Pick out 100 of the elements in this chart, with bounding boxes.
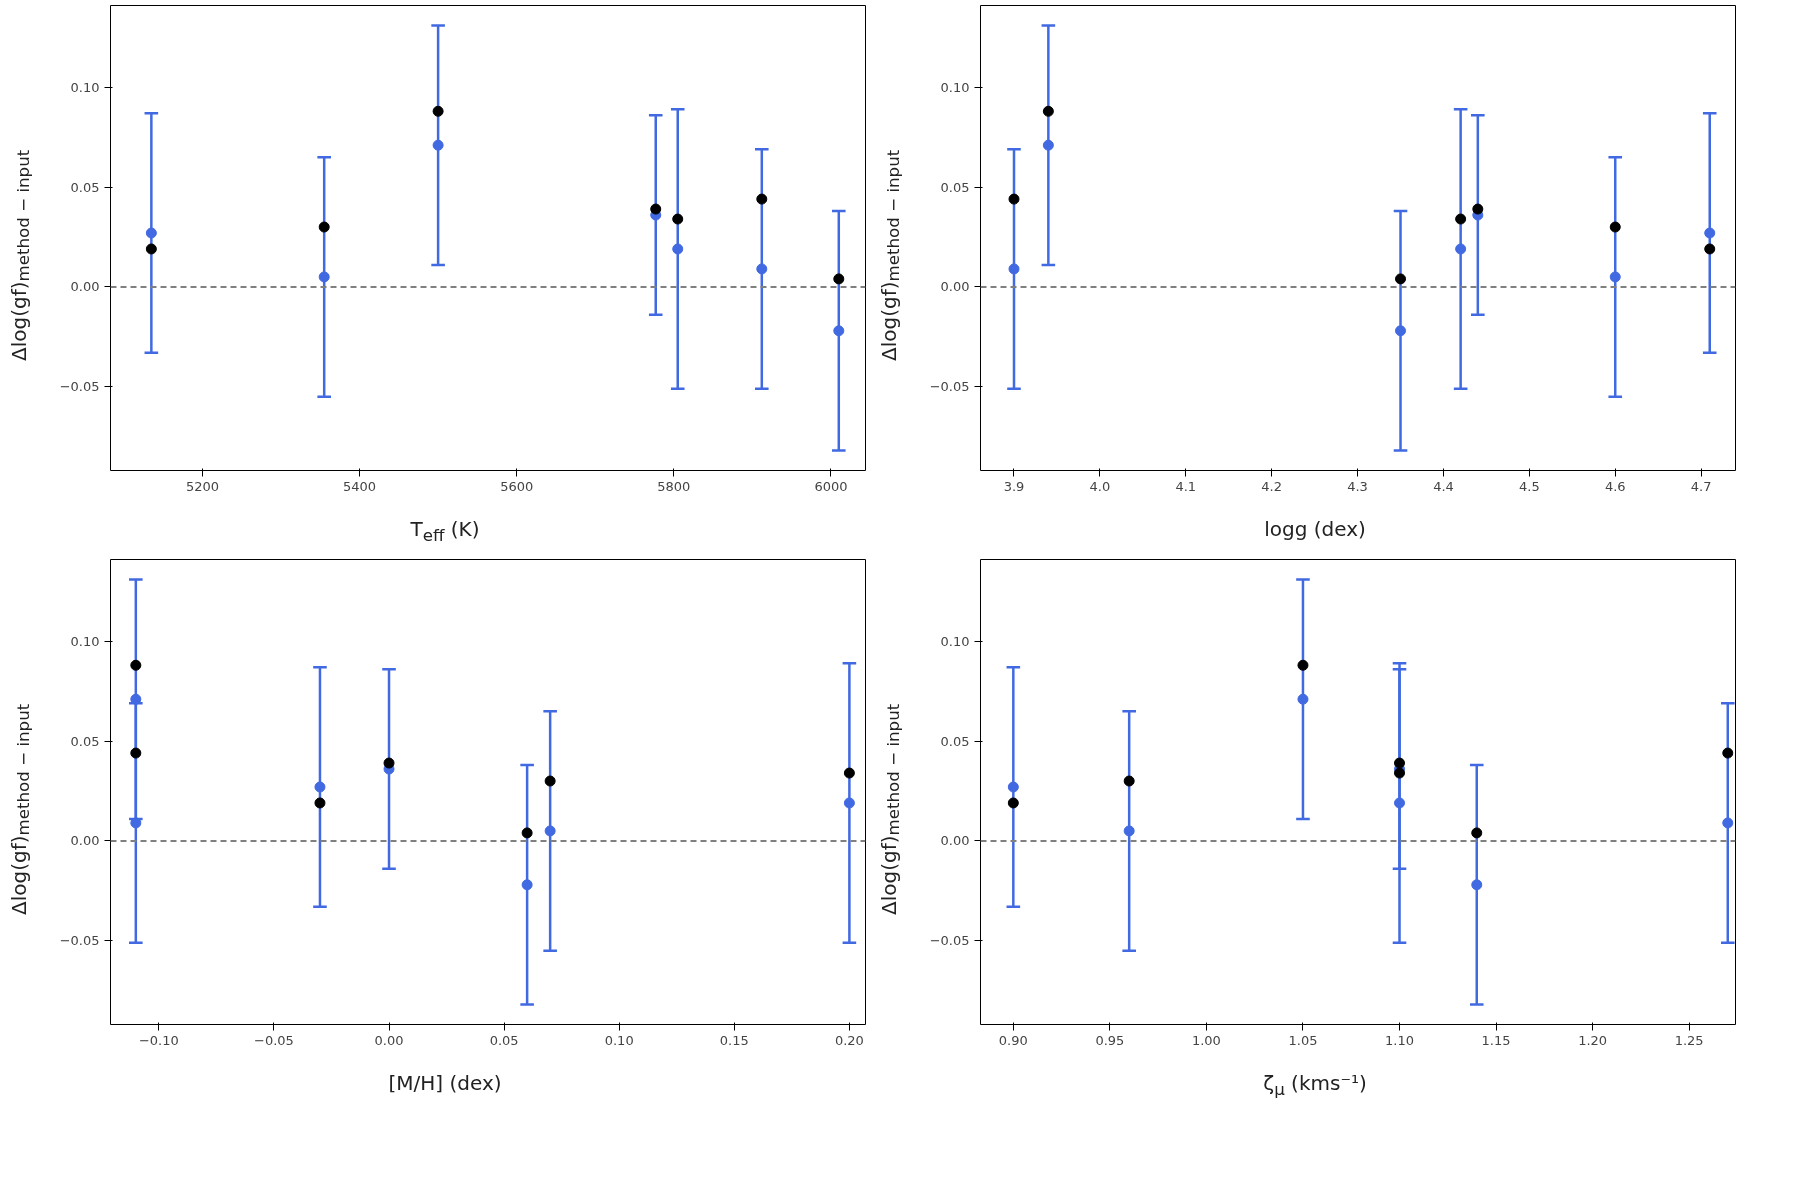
x-tick-label: 4.1 <box>1175 478 1197 494</box>
point <box>1394 757 1406 769</box>
y-tick-label: 0.10 <box>70 79 100 95</box>
point <box>314 781 326 793</box>
y-tick-label: 0.10 <box>940 79 970 95</box>
point <box>1123 825 1135 837</box>
point <box>833 273 845 285</box>
x-tick-label: 1.05 <box>1288 1032 1318 1048</box>
x-tick-label: 0.90 <box>998 1032 1028 1048</box>
x-tick-label: 1.10 <box>1385 1032 1414 1048</box>
point <box>383 757 395 769</box>
x-tick-label: 4.4 <box>1433 478 1454 494</box>
x-tick-label: 0.20 <box>834 1032 864 1048</box>
point <box>650 203 662 215</box>
point <box>1042 105 1054 117</box>
point <box>1609 271 1621 283</box>
point <box>130 747 142 759</box>
x-axis-title: ζ$_{μ}$ (kms⁻¹) <box>1263 1071 1367 1099</box>
y-tick-label: −0.05 <box>59 379 100 395</box>
point <box>130 693 142 705</box>
point <box>1471 827 1483 839</box>
x-tick-label: 5600 <box>500 478 534 494</box>
y-tick-label: −0.05 <box>929 379 970 395</box>
point <box>145 243 157 255</box>
x-tick-label: 4.5 <box>1519 478 1540 494</box>
y-tick-label: 0.00 <box>940 279 970 295</box>
point <box>756 193 768 205</box>
y-tick-label: 0.10 <box>940 633 970 649</box>
point <box>318 221 330 233</box>
point <box>1722 747 1734 759</box>
point <box>145 227 157 239</box>
y-tick-label: 0.05 <box>70 733 100 749</box>
point <box>1395 273 1407 285</box>
point <box>843 797 855 809</box>
x-tick-label: 1.15 <box>1481 1032 1511 1048</box>
point <box>1042 139 1054 151</box>
point <box>843 767 855 779</box>
point <box>1008 193 1020 205</box>
y-tick-label: 0.05 <box>940 179 970 195</box>
x-tick-label: 1.00 <box>1191 1032 1221 1048</box>
point <box>1123 775 1135 787</box>
point <box>521 827 533 839</box>
point <box>521 879 533 891</box>
x-tick-label: −0.10 <box>138 1032 179 1048</box>
x-tick-label: 4.7 <box>1690 478 1712 494</box>
point <box>314 797 326 809</box>
point <box>544 825 556 837</box>
x-tick-label: 0.05 <box>489 1032 519 1048</box>
point <box>1395 325 1407 337</box>
point <box>1394 797 1406 809</box>
x-tick-label: 4.0 <box>1089 478 1111 494</box>
y-tick-label: 0.10 <box>70 633 100 649</box>
x-tick-label: 1.25 <box>1674 1032 1704 1048</box>
y-tick-label: 0.00 <box>940 833 970 849</box>
point <box>1704 227 1716 239</box>
point <box>432 139 444 151</box>
point <box>432 105 444 117</box>
point <box>1722 817 1734 829</box>
x-tick-label: 6000 <box>814 478 848 494</box>
x-tick-label: 3.9 <box>1003 478 1025 494</box>
point <box>833 325 845 337</box>
x-axis-title: [M/H] (dex) <box>388 1071 502 1095</box>
y-tick-label: −0.05 <box>59 933 100 949</box>
point <box>672 243 684 255</box>
x-tick-label: 0.15 <box>719 1032 749 1048</box>
point <box>1007 781 1019 793</box>
point <box>1471 879 1483 891</box>
y-tick-label: −0.05 <box>929 933 970 949</box>
point <box>1609 221 1621 233</box>
point <box>1297 659 1309 671</box>
x-tick-label: 5400 <box>343 478 377 494</box>
point <box>1007 797 1019 809</box>
x-axis-title: logg (dex) <box>1264 517 1366 541</box>
point <box>1297 693 1309 705</box>
point <box>318 271 330 283</box>
x-tick-label: 0.00 <box>374 1032 404 1048</box>
x-tick-label: 4.6 <box>1604 478 1626 494</box>
x-tick-label: 1.20 <box>1578 1032 1608 1048</box>
point <box>1455 213 1467 225</box>
y-tick-label: 0.05 <box>940 733 970 749</box>
x-tick-label: 0.95 <box>1095 1032 1125 1048</box>
point <box>544 775 556 787</box>
x-tick-label: 4.3 <box>1347 478 1368 494</box>
point <box>1008 263 1020 275</box>
x-tick-label: 5200 <box>185 478 219 494</box>
point <box>130 659 142 671</box>
x-tick-label: 5800 <box>657 478 691 494</box>
y-tick-label: 0.00 <box>70 833 100 849</box>
point <box>672 213 684 225</box>
point <box>1394 767 1406 779</box>
point <box>1472 203 1484 215</box>
point <box>130 817 142 829</box>
x-tick-label: 4.2 <box>1261 478 1283 494</box>
x-tick-label: −0.05 <box>254 1032 294 1048</box>
point <box>756 263 768 275</box>
y-tick-label: 0.05 <box>70 179 100 195</box>
x-tick-label: 0.10 <box>604 1032 634 1048</box>
point <box>1704 243 1716 255</box>
point <box>1455 243 1467 255</box>
x-axis-title: T$_{eff}$ (K) <box>410 517 480 545</box>
